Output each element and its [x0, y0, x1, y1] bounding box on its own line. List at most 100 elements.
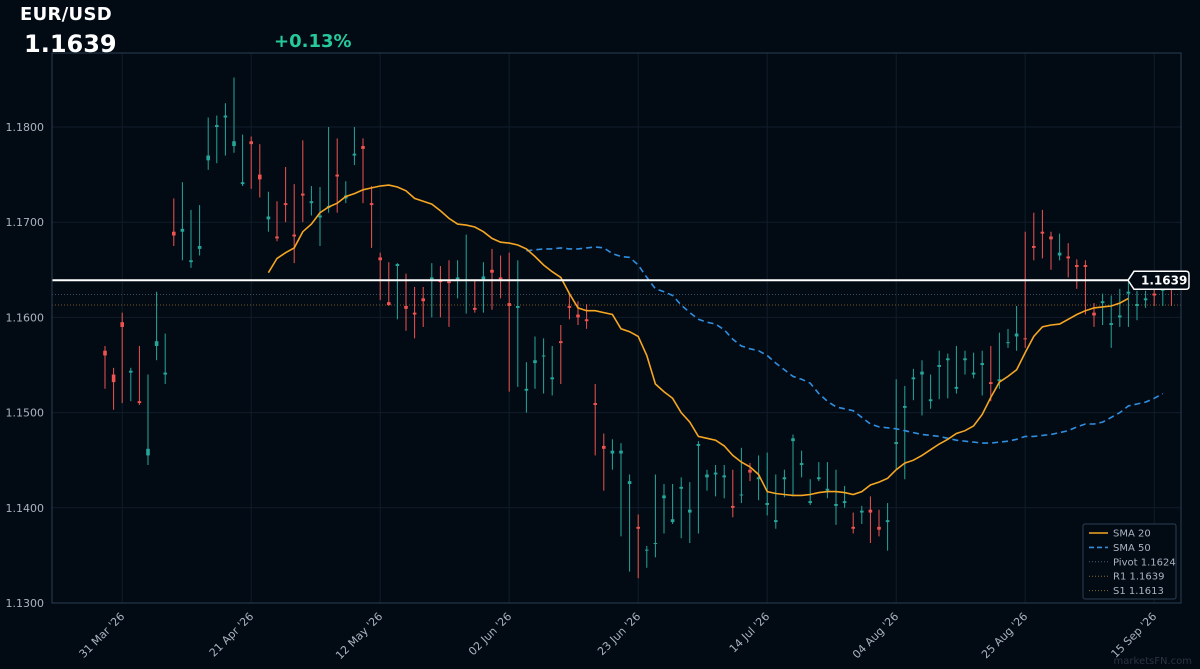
candle-body — [481, 276, 486, 280]
candle-body — [1032, 246, 1036, 248]
candle-body — [799, 463, 804, 465]
candle-body — [559, 341, 563, 344]
candle-body — [172, 231, 176, 236]
candle-body — [636, 526, 640, 529]
candle-body — [318, 215, 322, 218]
candle-body — [352, 153, 357, 156]
plot-frame — [51, 52, 1182, 604]
last-price-tag: 1.1639 — [1127, 270, 1190, 291]
candle-body — [765, 503, 769, 505]
x-tick-label: 25 Aug '26 — [979, 610, 1030, 661]
last-price-tag-text: 1.1639 — [1141, 273, 1187, 287]
candle-body — [369, 203, 374, 206]
candle-body — [215, 125, 219, 127]
candle-body — [1118, 315, 1122, 318]
candle-body — [120, 322, 124, 327]
candle-body — [154, 341, 159, 346]
candle-body — [1014, 333, 1019, 337]
candle-body — [206, 155, 210, 161]
candles — [103, 77, 1174, 579]
candle-body — [283, 203, 288, 206]
candle-body — [455, 277, 460, 280]
candle-body — [576, 314, 580, 318]
candle-body — [688, 509, 692, 513]
candle-body — [292, 234, 296, 237]
candle-body — [817, 477, 821, 480]
candle-body — [739, 494, 744, 496]
candle-body — [610, 450, 615, 454]
candle-body — [1049, 236, 1053, 240]
candle-body — [1023, 338, 1027, 340]
last-price-tag-shape — [1127, 270, 1190, 291]
y-tick-label: 1.1600 — [6, 311, 45, 324]
candle-body — [412, 312, 417, 315]
candle-body — [980, 363, 984, 365]
candle-body — [748, 469, 752, 473]
candle-body — [963, 358, 967, 361]
candle-body — [550, 377, 554, 380]
candle-body — [1092, 312, 1096, 316]
candle-body — [266, 216, 271, 220]
candle-body — [782, 477, 787, 480]
candle-body — [301, 193, 305, 196]
x-tick-label: 02 Jun '26 — [466, 610, 514, 658]
candle-body — [1066, 256, 1070, 259]
x-tick-label: 21 Apr '26 — [207, 610, 257, 660]
candle-body — [662, 495, 666, 499]
candle-body — [180, 228, 185, 232]
plot-background — [52, 53, 1181, 603]
candle-body — [937, 365, 941, 367]
candle-body — [971, 372, 976, 375]
candle-body — [774, 520, 778, 523]
candle-body — [387, 302, 391, 306]
candle-body — [920, 371, 924, 375]
candle-body — [954, 386, 959, 389]
candle-body — [1152, 293, 1156, 296]
legend-label: R1 1.1639 — [1113, 572, 1164, 583]
y-tick-label: 1.1500 — [6, 407, 45, 420]
candle-body — [842, 501, 847, 504]
candle-body — [395, 264, 400, 266]
legend: SMA 20 SMA 50 Pivot 1.1624 R1 1.1639 S1 1.16… — [1082, 523, 1177, 600]
legend-label: SMA 20 — [1113, 529, 1151, 540]
candle-body — [627, 481, 632, 484]
candle-body — [885, 520, 890, 523]
candle-body — [240, 182, 245, 185]
candle-body — [421, 298, 425, 302]
candle-body — [928, 399, 933, 402]
candle-body — [378, 257, 382, 261]
sma50-line — [526, 246, 1164, 444]
candle-body — [825, 488, 830, 491]
sma20-line — [267, 184, 1129, 497]
candle-body — [584, 319, 589, 322]
candle-body — [223, 115, 228, 118]
candle-body — [645, 549, 649, 551]
candle-body — [756, 477, 761, 480]
candle-body — [146, 448, 150, 456]
candle-body — [722, 475, 726, 478]
candle-body — [1075, 265, 1079, 267]
candle-body — [1006, 342, 1010, 344]
candle-body — [679, 486, 683, 489]
symbol-label: EUR/USD — [20, 4, 112, 25]
candle-body — [593, 403, 597, 405]
candle-body — [490, 269, 494, 273]
candle-body — [903, 405, 907, 408]
legend-box — [1082, 523, 1177, 600]
candle-body — [567, 305, 572, 308]
y-tick-label: 1.1700 — [6, 216, 45, 229]
candle-body — [361, 146, 365, 149]
candle-body — [894, 442, 898, 445]
candle-body — [1143, 298, 1148, 301]
x-tick-label: 04 Aug '26 — [850, 610, 901, 661]
x-tick-label: 12 May '26 — [333, 610, 385, 662]
candle-body — [1040, 231, 1045, 234]
candle-body — [189, 260, 193, 263]
candle-body — [473, 307, 477, 310]
candle-body — [533, 360, 537, 364]
candle-body — [335, 174, 339, 177]
candle-body — [911, 377, 916, 380]
price-change: +0.13% — [274, 31, 352, 52]
candle-body — [430, 277, 434, 280]
